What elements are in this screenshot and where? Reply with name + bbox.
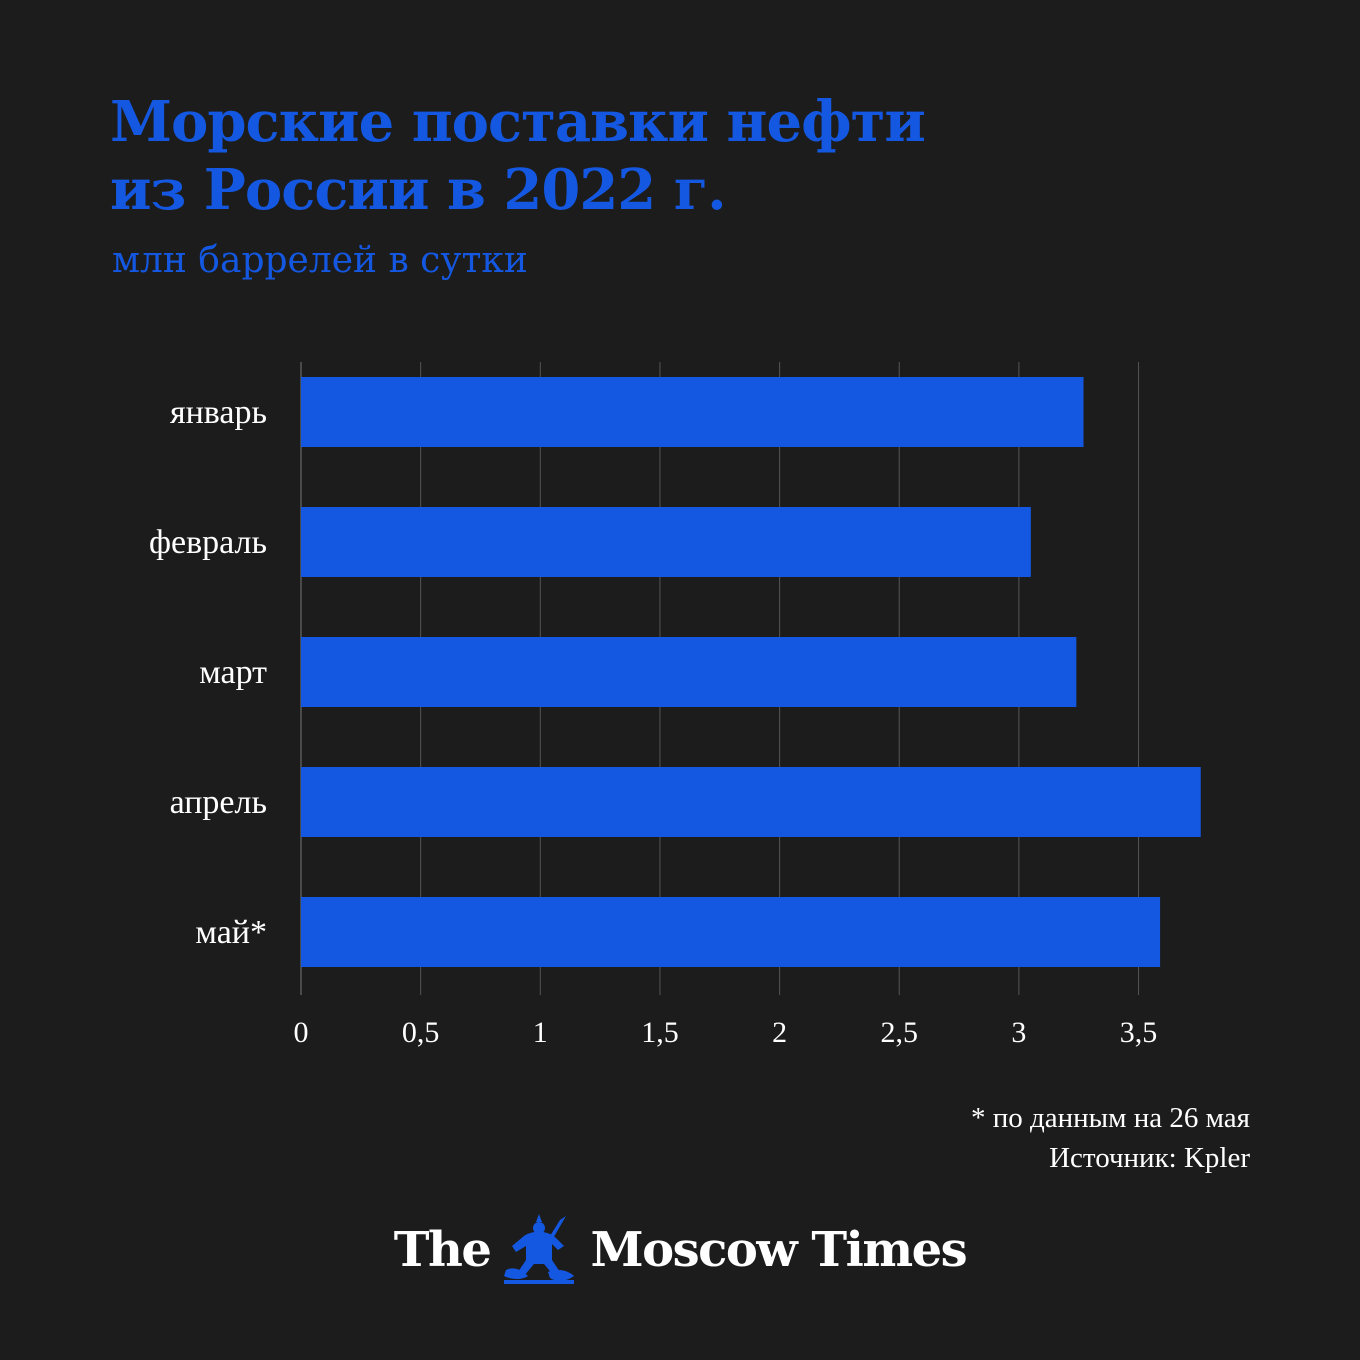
category-label: март: [199, 654, 267, 691]
x-tick-label: 1: [533, 1016, 548, 1049]
category-label: январь: [170, 394, 267, 431]
title-line-1: Морские поставки нефти: [110, 89, 926, 155]
publisher-logo: The Moscow Times: [0, 1214, 1360, 1285]
x-tick-label: 1,5: [641, 1016, 679, 1049]
x-tick-label: 2: [772, 1016, 787, 1049]
bar: [301, 767, 1201, 837]
source-note: Источник: Kpler: [1049, 1142, 1250, 1174]
x-tick-label: 3,5: [1120, 1016, 1158, 1049]
x-tick-label: 0: [294, 1016, 309, 1049]
logo-text-the: The: [393, 1222, 492, 1278]
bar: [301, 377, 1084, 447]
category-label: февраль: [149, 524, 267, 561]
chart-subtitle: млн баррелей в сутки: [112, 240, 528, 281]
bar: [301, 637, 1077, 707]
title-line-2: из России в 2022 г.: [110, 157, 727, 223]
bar: [301, 507, 1031, 577]
x-tick-label: 3: [1011, 1016, 1026, 1049]
footnote: * по данным на 26 мая: [970, 1102, 1250, 1134]
x-tick-label: 2,5: [881, 1016, 919, 1049]
logo-text-moscow-times: Moscow Times: [590, 1222, 967, 1278]
category-label: апрель: [170, 784, 267, 821]
category-label: май*: [195, 914, 267, 951]
x-tick-label: 0,5: [402, 1016, 440, 1049]
st-george-emblem-icon: [504, 1214, 575, 1284]
bar-chart: январь февраль март апрель май* 0 0,5 1 1,5 2 2,5 3…: [149, 362, 1201, 1049]
chart-title: Морские поставки нефти из России в 2022 …: [110, 88, 1210, 224]
bar: [301, 897, 1161, 967]
